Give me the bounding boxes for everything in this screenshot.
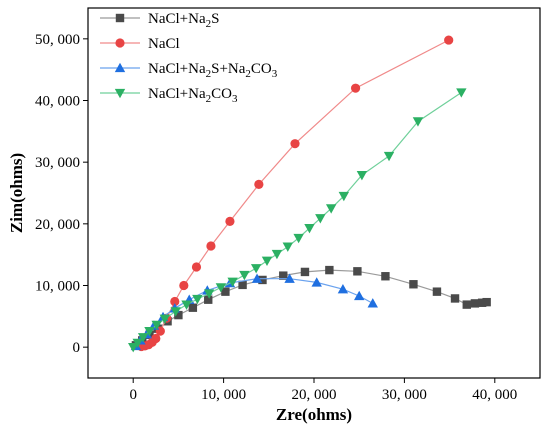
data-point <box>350 83 361 93</box>
data-point <box>293 233 304 244</box>
data-point <box>227 277 238 287</box>
data-point <box>279 271 288 280</box>
y-tick-label: 20, 000 <box>35 217 80 233</box>
data-point <box>174 310 183 320</box>
data-point <box>444 35 454 45</box>
y-tick-label: 40, 000 <box>35 94 80 110</box>
legend-label: NaCl+Na2S+Na2CO3 <box>148 61 278 80</box>
data-point <box>261 256 273 267</box>
data-point <box>325 265 334 275</box>
legend-item: NaCl+Na2CO3 <box>100 86 238 105</box>
data-point <box>204 295 213 304</box>
series-3 <box>128 88 467 353</box>
data-point <box>215 283 227 293</box>
data-point <box>128 343 139 353</box>
data-point <box>337 284 349 294</box>
data-point <box>137 333 149 343</box>
legend-item: NaCl+Na2S+Na2CO3 <box>100 61 278 80</box>
axis-ticks: 0 10, 000 20, 000 30, 000 40, 000 0 10, 000 20,… <box>35 32 517 403</box>
data-point <box>271 249 283 260</box>
legend-item: NaCl <box>100 36 180 52</box>
data-point <box>203 289 215 299</box>
data-point <box>282 242 293 252</box>
data-point <box>450 294 460 303</box>
data-point <box>409 280 418 289</box>
data-point <box>300 267 310 277</box>
legend-item: NaCl+Na2S <box>100 11 219 30</box>
y-axis-title: Zim(ohms) <box>7 153 26 233</box>
y-tick-label: 0 <box>73 340 81 356</box>
data-point <box>477 298 487 307</box>
data-point <box>159 314 171 324</box>
data-point <box>239 270 250 281</box>
data-point <box>482 297 491 307</box>
data-point <box>191 262 202 272</box>
x-tick-label: 40, 000 <box>472 387 517 403</box>
data-point <box>144 326 155 337</box>
data-point <box>254 179 264 189</box>
data-point <box>315 214 326 224</box>
data-point <box>470 299 480 308</box>
data-point <box>356 170 368 181</box>
data-point <box>462 300 471 309</box>
data-point <box>188 303 198 312</box>
data-point <box>225 216 235 226</box>
data-point <box>170 307 181 317</box>
data-point <box>251 273 263 283</box>
data-point <box>151 320 162 331</box>
legend-label: NaCl+Na2S <box>148 11 219 30</box>
data-point <box>338 191 350 202</box>
data-point <box>206 241 216 251</box>
data-point <box>258 275 267 285</box>
data-point <box>367 298 378 308</box>
series-line <box>132 92 462 348</box>
data-point <box>354 290 365 301</box>
data-point <box>238 280 247 290</box>
data-point <box>432 287 442 296</box>
data-point <box>179 280 189 291</box>
x-axis-title: Zre(ohms) <box>276 405 352 424</box>
data-point <box>456 88 467 98</box>
x-tick-label: 0 <box>129 387 137 403</box>
data-point <box>353 267 362 276</box>
y-tick-label: 50, 000 <box>35 32 80 48</box>
x-tick-label: 30, 000 <box>382 387 427 403</box>
data-point <box>412 117 424 127</box>
data-point <box>221 287 230 296</box>
legend-label: NaCl <box>148 36 180 52</box>
legend-label: NaCl+Na2CO3 <box>148 86 238 105</box>
data-point <box>311 277 322 287</box>
legend-marker <box>114 88 126 99</box>
data-point <box>151 333 161 344</box>
x-tick-label: 10, 000 <box>201 387 246 403</box>
legend-marker <box>115 38 125 48</box>
data-point <box>181 300 192 310</box>
series-2 <box>130 273 378 351</box>
data-point <box>192 294 203 305</box>
y-tick-label: 30, 000 <box>35 155 80 171</box>
data-point <box>170 296 180 307</box>
data-point <box>304 223 315 234</box>
data-point <box>383 151 395 162</box>
x-tick-label: 20, 000 <box>292 387 337 403</box>
series-layer <box>128 35 491 353</box>
data-point <box>381 272 390 281</box>
data-point <box>132 338 143 349</box>
legend-marker <box>115 13 125 23</box>
data-point <box>250 264 262 274</box>
data-point <box>290 139 300 149</box>
y-tick-label: 10, 000 <box>35 279 80 295</box>
data-point <box>284 273 295 283</box>
legend: NaCl+Na2S NaCl NaCl+Na2S+Na2CO3 NaCl+Na2CO3 <box>100 11 278 105</box>
data-point <box>325 204 337 214</box>
legend-marker <box>114 62 126 73</box>
